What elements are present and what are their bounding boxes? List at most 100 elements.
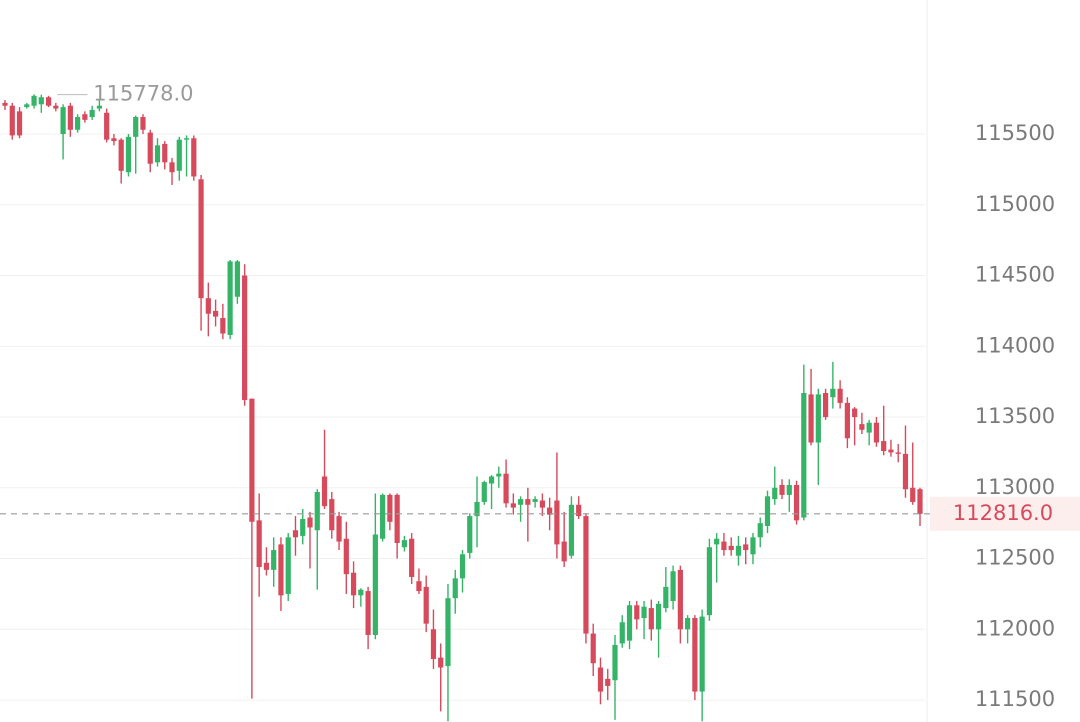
candle-body (888, 449, 894, 453)
candle-body (314, 492, 320, 531)
candle-body (140, 117, 146, 130)
candle-body (125, 136, 132, 173)
candle-body (111, 138, 117, 142)
candle-body (677, 569, 683, 630)
candle-body (365, 591, 371, 635)
candle-body (271, 550, 277, 570)
candle-body (183, 138, 190, 140)
candle-body (256, 520, 262, 568)
candle-body (706, 547, 713, 616)
candle-body (576, 504, 582, 517)
candle-body (648, 608, 654, 630)
candle-body (162, 143, 168, 163)
candle-body (714, 538, 720, 545)
candle-body (772, 487, 778, 500)
candle-body (329, 499, 335, 531)
candle-body (343, 538, 349, 575)
candle-body (307, 517, 313, 528)
candle-body (793, 484, 800, 521)
candle-body (496, 473, 502, 477)
candle-body (169, 162, 175, 173)
y-tick-label: 115000 (975, 192, 1055, 216)
candle-body (481, 482, 487, 502)
candle-body (597, 667, 604, 692)
y-tick-label: 111500 (975, 687, 1055, 711)
candle-body (118, 139, 124, 171)
candle-body (416, 581, 422, 592)
candle-body (67, 105, 73, 130)
candle-body (38, 97, 44, 105)
candle-body (321, 476, 328, 507)
candle-body (242, 275, 248, 401)
y-tick-label: 112500 (975, 546, 1055, 570)
candle-body (670, 571, 676, 602)
candle-body (133, 117, 139, 137)
candle-body (895, 452, 901, 454)
candle-body (96, 105, 103, 109)
candle-body (285, 537, 291, 594)
candle-body (612, 644, 618, 681)
candle-body (445, 598, 451, 667)
candle-body (873, 422, 880, 443)
candle-body (743, 544, 749, 551)
candle-body (859, 424, 865, 430)
candle-body (82, 114, 88, 120)
candle-body (844, 402, 850, 439)
candle-body (735, 545, 742, 556)
candle-body (757, 523, 763, 538)
candle-body (409, 538, 415, 577)
max-marker-label: 115778.0 (93, 82, 193, 106)
candle-body (801, 392, 807, 518)
candle-body (350, 572, 357, 596)
candle-body (89, 109, 95, 118)
candle-body (764, 496, 771, 527)
candle-body (205, 298, 211, 314)
candle-body (568, 504, 575, 556)
candle-body (517, 499, 524, 505)
candle-body (198, 179, 204, 299)
candle-body (372, 534, 378, 635)
candle-body (423, 586, 429, 624)
candle-body (605, 678, 611, 686)
candle-body (852, 408, 858, 418)
y-tick-label: 115500 (975, 121, 1055, 145)
candle-body (467, 516, 473, 553)
candle-body (590, 633, 596, 664)
candle-body (401, 540, 408, 548)
candle-body (459, 554, 466, 579)
candle-body (619, 622, 625, 644)
candle-body (786, 484, 792, 495)
candle-body (822, 392, 829, 418)
candle-body (815, 394, 821, 443)
candle-body (263, 562, 270, 570)
candle-body (2, 102, 8, 106)
candle-body (16, 111, 23, 136)
candle-body (503, 473, 509, 504)
candle-body (583, 516, 589, 634)
candle-body (488, 476, 495, 484)
last-price-label: 112816.0 (953, 501, 1053, 525)
candle-body (53, 105, 59, 109)
candle-body (191, 138, 197, 177)
candle-body (902, 453, 909, 490)
candle-body (866, 422, 872, 433)
candle-body (249, 398, 255, 522)
candle-body (60, 107, 66, 135)
candle-body (663, 586, 669, 609)
candle-body (917, 489, 923, 514)
candle-body (641, 606, 647, 618)
candle-body (438, 657, 444, 668)
candle-body (300, 518, 306, 536)
last-price-box (930, 496, 1080, 531)
y-tick-label: 112000 (975, 616, 1055, 640)
candle-body (387, 494, 393, 522)
candle-body (358, 589, 364, 596)
candle-body (728, 545, 734, 551)
candle-body (547, 507, 553, 515)
candle-body (31, 95, 37, 106)
candle-body (539, 500, 545, 508)
candle-body (278, 544, 284, 596)
candle-body (154, 145, 161, 163)
candle-body (721, 541, 727, 551)
